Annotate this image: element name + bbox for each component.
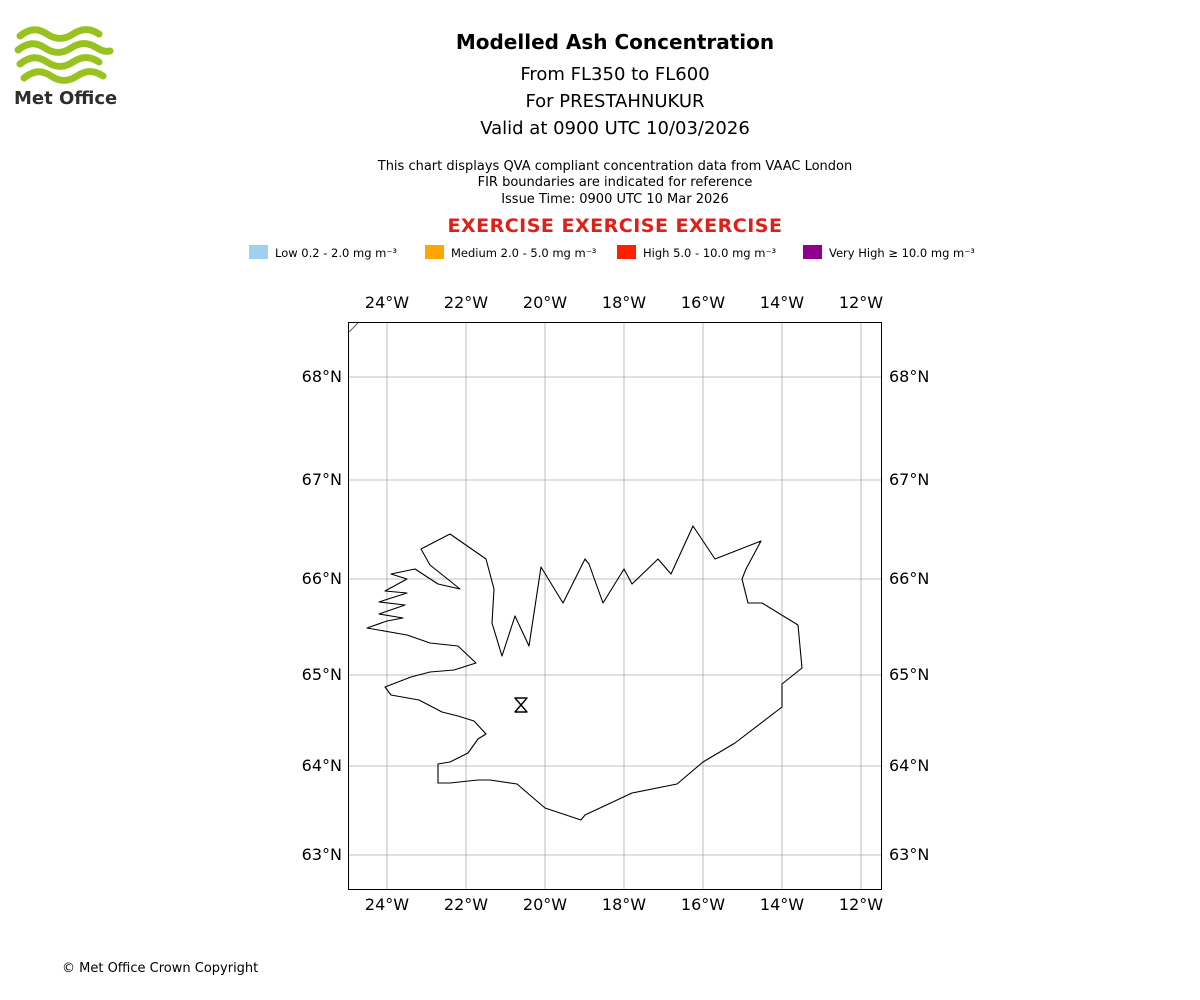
issue-time: Issue Time: 0900 UTC 10 Mar 2026 xyxy=(501,192,729,207)
lon-tick-top: 14°W xyxy=(759,293,805,312)
legend-swatch-high xyxy=(617,245,636,259)
lon-tick-top: 16°W xyxy=(680,293,726,312)
map-plot-area xyxy=(348,322,882,890)
lon-tick-top: 12°W xyxy=(838,293,884,312)
lat-tick-right: 68°N xyxy=(889,367,930,386)
lat-tick-right: 64°N xyxy=(889,756,930,775)
lon-tick-bottom: 12°W xyxy=(838,895,884,914)
lat-tick-left: 68°N xyxy=(301,367,342,386)
lon-tick-bottom: 14°W xyxy=(759,895,805,914)
lon-tick-bottom: 18°W xyxy=(601,895,647,914)
lat-tick-left: 66°N xyxy=(301,569,342,588)
lon-tick-bottom: 16°W xyxy=(680,895,726,914)
met-office-logo: Met Office xyxy=(14,26,124,109)
flight-level-line: From FL350 to FL600 xyxy=(520,64,710,85)
lon-tick-bottom: 20°W xyxy=(522,895,568,914)
lat-tick-left: 63°N xyxy=(301,845,342,864)
volcano-icon xyxy=(514,697,528,713)
lon-tick-top: 18°W xyxy=(601,293,647,312)
qva-note: This chart displays QVA compliant concen… xyxy=(377,159,853,174)
lon-tick-bottom: 22°W xyxy=(443,895,489,914)
legend-swatch-low xyxy=(249,245,268,259)
legend-swatch-medium xyxy=(425,245,444,259)
lon-tick-bottom: 24°W xyxy=(364,895,410,914)
iceland-coastline xyxy=(366,525,803,821)
lat-tick-left: 67°N xyxy=(301,470,342,489)
legend-swatch-very-high xyxy=(803,245,822,259)
lat-tick-left: 65°N xyxy=(301,665,342,684)
lon-tick-top: 20°W xyxy=(522,293,568,312)
graticule xyxy=(348,322,882,890)
volcano-name-line: For PRESTAHNUKUR xyxy=(525,91,705,112)
exercise-banner: EXERCISE EXERCISE EXERCISE xyxy=(447,215,783,237)
lon-tick-top: 24°W xyxy=(364,293,410,312)
legend-label-low: Low 0.2 - 2.0 mg m⁻³ xyxy=(275,246,398,260)
page-title: Modelled Ash Concentration xyxy=(455,30,775,54)
lat-tick-left: 64°N xyxy=(301,756,342,775)
map-frame xyxy=(348,322,882,890)
lat-tick-right: 65°N xyxy=(889,665,930,684)
lat-tick-right: 63°N xyxy=(889,845,930,864)
copyright-notice: © Met Office Crown Copyright xyxy=(62,961,259,976)
lat-tick-right: 67°N xyxy=(889,470,930,489)
met-office-waves-icon xyxy=(14,26,114,84)
fir-note: FIR boundaries are indicated for referen… xyxy=(477,175,753,190)
legend-label-high: High 5.0 - 10.0 mg m⁻³ xyxy=(643,246,777,260)
met-office-logo-text: Met Office xyxy=(14,88,118,109)
fir-boundary-segment xyxy=(348,322,359,333)
legend-label-very-high: Very High ≥ 10.0 mg m⁻³ xyxy=(829,246,975,260)
legend-label-medium: Medium 2.0 - 5.0 mg m⁻³ xyxy=(451,246,597,260)
lat-tick-right: 66°N xyxy=(889,569,930,588)
lon-tick-top: 22°W xyxy=(443,293,489,312)
valid-time-line: Valid at 0900 UTC 10/03/2026 xyxy=(480,118,750,139)
